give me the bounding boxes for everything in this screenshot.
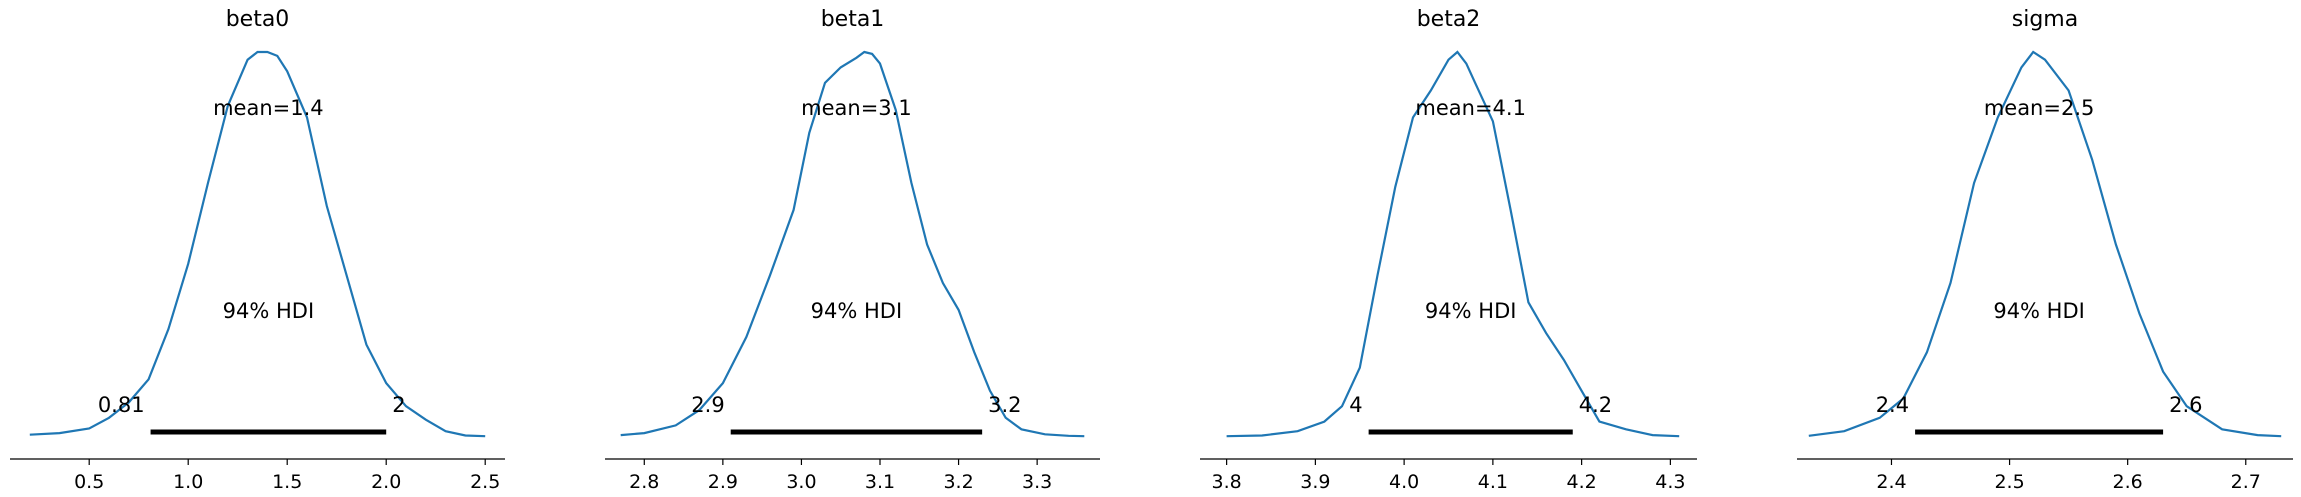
panel-0-x-tick-label: 2.0: [371, 471, 401, 493]
panel-1-density-curve: [620, 50, 1085, 438]
panel-1-x-tick-label: 2.8: [629, 471, 659, 493]
panel-3-x-tick-label: 2.7: [2231, 471, 2261, 493]
panel-0-hdi-low-label: 0.81: [98, 393, 145, 417]
panel-2-mean-label: mean=4.1: [1415, 96, 1526, 120]
panel-2-x-tick-label: 3.9: [1300, 471, 1330, 493]
panel-3-x-tick-label: 2.4: [1876, 471, 1906, 493]
panel-0-x-tick-label: 1.5: [272, 471, 302, 493]
panel-0-hdi-high-label: 2: [392, 393, 405, 417]
panel-1-hdi-label: 94% HDI: [811, 299, 903, 323]
panel-0-x-tick-label: 1.0: [173, 471, 203, 493]
panel-2-density-curve: [1226, 50, 1680, 438]
panel-0-density-curve: [29, 50, 486, 438]
panel-1-title: beta1: [821, 7, 885, 32]
panel-2-hdi-low-label: 4: [1349, 393, 1362, 417]
panel-3-title: sigma: [2012, 7, 2078, 32]
panel-3-hdi-low-label: 2.4: [1876, 393, 1909, 417]
panel-3-x-tick-label: 2.6: [2113, 471, 2143, 493]
panel-3-mean-label: mean=2.5: [1984, 96, 2095, 120]
panel-0-mean-label: mean=1.4: [213, 96, 324, 120]
panel-1-x-tick-label: 3.2: [943, 471, 973, 493]
panel-1-mean-label: mean=3.1: [801, 96, 912, 120]
panel-2-x-tick-label: 4.1: [1478, 471, 1508, 493]
panel-1-x-tick-label: 3.1: [865, 471, 895, 493]
panel-1-x-tick-label: 2.9: [708, 471, 738, 493]
panel-0-x-tick-label: 2.5: [470, 471, 500, 493]
panel-0-x-tick-label: 0.5: [74, 471, 104, 493]
panel-2-title: beta2: [1417, 7, 1481, 32]
panel-1-hdi-low-label: 2.9: [691, 393, 724, 417]
panel-3-hdi-high-label: 2.6: [2169, 393, 2202, 417]
panel-2-x-tick-label: 4.3: [1655, 471, 1685, 493]
panel-1-hdi-high-label: 3.2: [988, 393, 1021, 417]
panel-2-x-tick-label: 4.2: [1567, 471, 1597, 493]
panel-3-density-curve: [1808, 50, 2282, 438]
panel-0-title: beta0: [226, 7, 290, 32]
panel-2-x-tick-label: 4.0: [1389, 471, 1419, 493]
panel-3-hdi-label: 94% HDI: [1993, 299, 2085, 323]
panel-1-x-tick-label: 3.3: [1022, 471, 1052, 493]
panel-2-hdi-label: 94% HDI: [1425, 299, 1517, 323]
panel-1-x-tick-label: 3.0: [786, 471, 816, 493]
panel-2-x-tick-label: 3.8: [1212, 471, 1242, 493]
panel-2-hdi-high-label: 4.2: [1579, 393, 1612, 417]
panel-0-hdi-label: 94% HDI: [223, 299, 315, 323]
panel-3-x-tick-label: 2.5: [1994, 471, 2024, 493]
